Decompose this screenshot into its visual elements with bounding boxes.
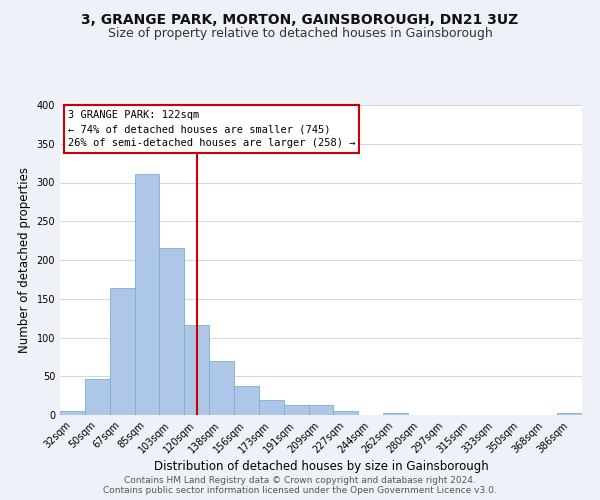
X-axis label: Distribution of detached houses by size in Gainsborough: Distribution of detached houses by size … bbox=[154, 460, 488, 473]
Text: 3 GRANGE PARK: 122sqm
← 74% of detached houses are smaller (745)
26% of semi-det: 3 GRANGE PARK: 122sqm ← 74% of detached … bbox=[68, 110, 355, 148]
Bar bbox=[234, 386, 259, 415]
Bar bbox=[110, 288, 134, 415]
Bar bbox=[209, 361, 234, 415]
Bar bbox=[383, 414, 408, 415]
Bar bbox=[308, 405, 334, 415]
Bar bbox=[184, 325, 209, 415]
Text: Contains public sector information licensed under the Open Government Licence v3: Contains public sector information licen… bbox=[103, 486, 497, 495]
Bar bbox=[259, 400, 284, 415]
Bar bbox=[160, 248, 184, 415]
Bar bbox=[134, 174, 160, 415]
Y-axis label: Number of detached properties: Number of detached properties bbox=[18, 167, 31, 353]
Bar bbox=[557, 414, 582, 415]
Bar bbox=[85, 380, 110, 415]
Bar bbox=[60, 411, 85, 415]
Text: Contains HM Land Registry data © Crown copyright and database right 2024.: Contains HM Land Registry data © Crown c… bbox=[124, 476, 476, 485]
Bar bbox=[284, 405, 308, 415]
Bar bbox=[334, 411, 358, 415]
Text: Size of property relative to detached houses in Gainsborough: Size of property relative to detached ho… bbox=[107, 28, 493, 40]
Text: 3, GRANGE PARK, MORTON, GAINSBOROUGH, DN21 3UZ: 3, GRANGE PARK, MORTON, GAINSBOROUGH, DN… bbox=[82, 12, 518, 26]
